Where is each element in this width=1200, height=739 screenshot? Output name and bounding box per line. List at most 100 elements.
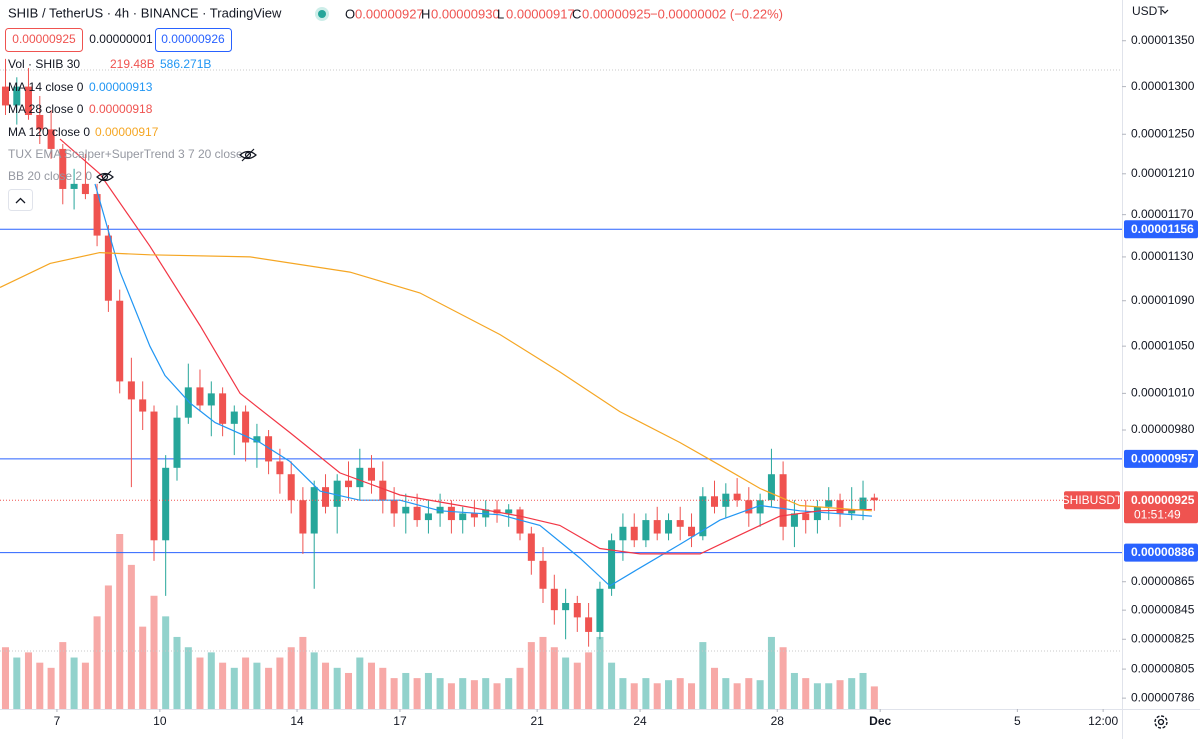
- volume-bar: [299, 636, 307, 709]
- x-tick-label: 17: [393, 714, 407, 728]
- collapse-arrow[interactable]: [15, 197, 26, 204]
- ma-line: [94, 183, 872, 587]
- candle-body: [150, 411, 158, 541]
- candle-body: [459, 513, 467, 521]
- volume-bar: [459, 678, 467, 709]
- candle-body: [127, 381, 135, 400]
- volume-bar: [688, 683, 696, 709]
- candle-body: [116, 300, 124, 382]
- indicator-value: 0.00000918: [89, 102, 153, 116]
- candle-body: [196, 387, 204, 406]
- candle-body: [1, 86, 9, 106]
- volume-bar: [219, 662, 227, 709]
- sell-price[interactable]: 0.00000925: [12, 32, 76, 46]
- volume-bar: [207, 652, 215, 709]
- candle-body: [173, 417, 181, 468]
- volume-bar: [93, 616, 101, 709]
- volume-bar: [36, 662, 44, 709]
- volume-bar: [436, 678, 444, 709]
- volume-bar: [859, 672, 867, 709]
- axes: 0.00001350 0.00001300 0.00001250 0.00001210…: [54, 33, 1198, 728]
- indicator-name: MA 28 close 0: [8, 102, 84, 116]
- volume-bar: [379, 667, 387, 709]
- candle-body: [688, 526, 696, 537]
- volume-bar: [230, 667, 238, 709]
- y-tick-label: 0.00001170: [1131, 207, 1194, 221]
- candle-body: [104, 235, 112, 301]
- volume-bar: [825, 683, 833, 709]
- volume-bar: [585, 652, 593, 709]
- volume-bar: [722, 678, 730, 709]
- indicator-value: 219.48B: [110, 57, 155, 71]
- volume-bar: [813, 683, 821, 709]
- candle-body: [756, 500, 764, 514]
- candle-body: [745, 500, 753, 514]
- volume-bar: [139, 626, 147, 709]
- volume-bar: [699, 642, 707, 709]
- volume-bar: [47, 667, 55, 709]
- hidden-eye-icon[interactable]: [96, 170, 114, 184]
- x-tick-label: 28: [771, 714, 785, 728]
- volume-bar: [276, 657, 284, 709]
- volume-bar: [779, 647, 787, 709]
- hidden-eye-icon[interactable]: [239, 148, 257, 162]
- candle-body: [470, 513, 478, 518]
- volume-bar: [59, 642, 67, 709]
- volume-bar: [619, 678, 627, 709]
- volume-bar: [470, 680, 478, 709]
- candle-body: [139, 399, 147, 412]
- level-label-box: [1124, 449, 1198, 468]
- candle-body: [310, 487, 318, 534]
- candle-body: [59, 148, 67, 189]
- settings-icon[interactable]: [1154, 715, 1168, 729]
- y-tick-label: 0.00000980: [1131, 422, 1195, 436]
- volume-bar: [527, 642, 535, 709]
- candle-body: [447, 506, 455, 521]
- ohlc-value: 0.00000927: [355, 6, 424, 21]
- volume-bar: [676, 678, 684, 709]
- volume-bar: [265, 667, 273, 709]
- price-tag-box: [1124, 491, 1198, 524]
- candle-body: [859, 497, 867, 510]
- currency-selector[interactable]: USDT: [1132, 4, 1165, 18]
- candle-body: [70, 183, 78, 189]
- y-tick-label: 0.00001090: [1131, 293, 1195, 307]
- indicator-name: MA 14 close 0: [8, 80, 84, 94]
- volume-bar: [402, 672, 410, 709]
- volume-bar: [162, 616, 170, 709]
- ohlc-label: O: [345, 6, 355, 21]
- currency-arrow[interactable]: [1161, 9, 1169, 14]
- candle-body: [642, 520, 650, 541]
- volume-bar: [333, 667, 341, 709]
- buy-button[interactable]: [155, 28, 232, 52]
- volume-bar: [1, 647, 9, 709]
- volume-bar: [356, 657, 364, 709]
- candle-body: [813, 506, 821, 521]
- candle-body: [162, 467, 170, 541]
- buy-price[interactable]: 0.00000926: [161, 32, 225, 46]
- y-tick-label: 0.00000845: [1131, 602, 1195, 616]
- level-label-box: [1124, 220, 1198, 239]
- volume-bar: [630, 683, 638, 709]
- y-tick-label: 0.00001350: [1131, 33, 1195, 47]
- volume-bar: [13, 657, 21, 709]
- sell-button[interactable]: [5, 28, 83, 52]
- volume-bar: [802, 678, 810, 709]
- candle-body: [733, 493, 741, 501]
- volume-bar: [447, 683, 455, 709]
- volume-bar: [710, 667, 719, 709]
- indicator-name-hidden: TUX EMA Scalper+SuperTrend 3 7 20 close: [8, 147, 243, 161]
- candle-body: [47, 129, 55, 149]
- candle-body: [710, 496, 719, 507]
- volume-bar: [150, 595, 158, 709]
- candle-body: [356, 467, 364, 488]
- ohlc-label: H: [421, 6, 430, 21]
- candle-body: [344, 480, 353, 488]
- volume-bar: [756, 680, 764, 709]
- collapse-button[interactable]: [8, 189, 33, 211]
- x-tick-label: 24: [633, 714, 647, 728]
- candle-body: [24, 86, 32, 115]
- candle-body: [13, 86, 21, 106]
- volume-bar: [653, 683, 661, 709]
- y-tick-label: 0.00001210: [1131, 166, 1195, 180]
